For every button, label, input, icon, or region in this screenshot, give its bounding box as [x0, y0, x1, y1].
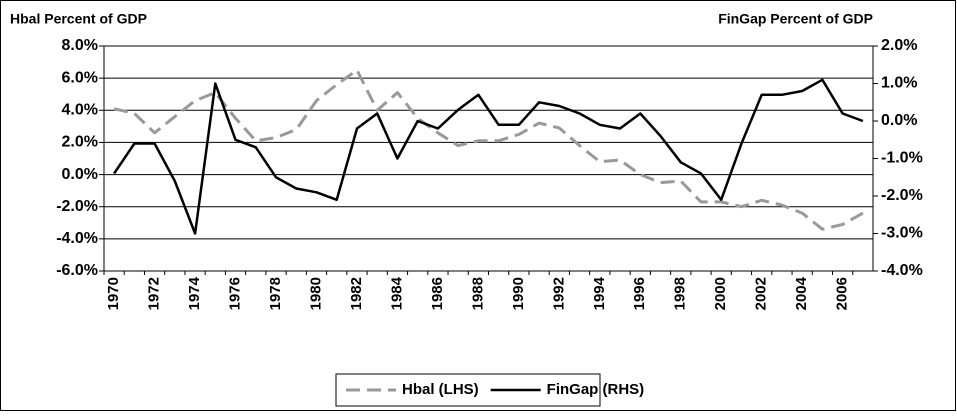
x-tick-label: 1986: [429, 277, 446, 310]
plot-area: [104, 46, 873, 271]
x-tick-group: 1998: [672, 277, 689, 310]
x-tick-label: 1976: [227, 277, 244, 310]
x-tick-group: 1992: [550, 277, 567, 310]
x-tick-label: 1982: [348, 277, 365, 310]
x-tick-label: 2004: [793, 276, 810, 310]
x-tick-label: 1992: [550, 277, 567, 310]
series-line: [113, 78, 864, 235]
x-tick-label: 2000: [712, 277, 729, 310]
x-tick-group: 1990: [510, 277, 527, 310]
x-tick-group: 1972: [146, 277, 163, 310]
x-tick-label: 1970: [105, 277, 122, 310]
left-axis-title: Hbal Percent of GDP: [10, 11, 147, 27]
x-tick-group: 1986: [429, 277, 446, 310]
x-tick-label: 1994: [591, 276, 608, 310]
x-tick-label: 1980: [307, 277, 324, 310]
y-tick-label: 2.0%: [62, 134, 98, 151]
y-tick-label: -6.0%: [56, 262, 98, 279]
y-tick-label: 8.0%: [62, 37, 98, 54]
x-tick-label: 1984: [388, 276, 405, 310]
x-tick-group: 1984: [388, 276, 405, 310]
x-tick-group: 2006: [834, 277, 851, 310]
x-tick-label: 1990: [510, 277, 527, 310]
x-tick-label: 2002: [753, 277, 770, 310]
y2-tick-label: -1.0%: [881, 150, 923, 167]
y2-tick-label: -3.0%: [881, 225, 923, 242]
legend-label: FinGap (RHS): [547, 381, 645, 398]
series-line: [113, 68, 864, 231]
x-tick-label: 1988: [469, 277, 486, 310]
legend-label: Hbal (LHS): [402, 381, 479, 398]
x-tick-group: 1996: [631, 277, 648, 310]
x-tick-group: 1970: [105, 277, 122, 310]
x-tick-label: 1978: [267, 277, 284, 310]
x-tick-group: 1974: [186, 276, 203, 310]
y2-tick-label: -4.0%: [881, 262, 923, 279]
y-tick-label: 4.0%: [62, 102, 98, 119]
x-tick-group: 1980: [307, 277, 324, 310]
x-tick-label: 1998: [672, 277, 689, 310]
x-tick-group: 2004: [793, 276, 810, 310]
y-tick-label: 0.0%: [62, 166, 98, 183]
y-tick-label: -4.0%: [56, 230, 98, 247]
right-axis-title: FinGap Percent of GDP: [718, 11, 873, 27]
x-tick-group: 1978: [267, 277, 284, 310]
y2-tick-label: 1.0%: [881, 75, 917, 92]
y2-tick-label: 2.0%: [881, 37, 917, 54]
x-tick-label: 1996: [631, 277, 648, 310]
y2-tick-label: 0.0%: [881, 112, 917, 129]
x-tick-label: 1972: [146, 277, 163, 310]
y2-tick-label: -2.0%: [881, 187, 923, 204]
x-tick-group: 1982: [348, 277, 365, 310]
y-tick-label: 6.0%: [62, 69, 98, 86]
x-tick-label: 1974: [186, 276, 203, 310]
x-tick-group: 1988: [469, 277, 486, 310]
x-tick-label: 2006: [834, 277, 851, 310]
y-tick-label: -2.0%: [56, 198, 98, 215]
x-tick-group: 1976: [227, 277, 244, 310]
x-tick-group: 2000: [712, 277, 729, 310]
x-tick-group: 2002: [753, 277, 770, 310]
x-tick-group: 1994: [591, 276, 608, 310]
